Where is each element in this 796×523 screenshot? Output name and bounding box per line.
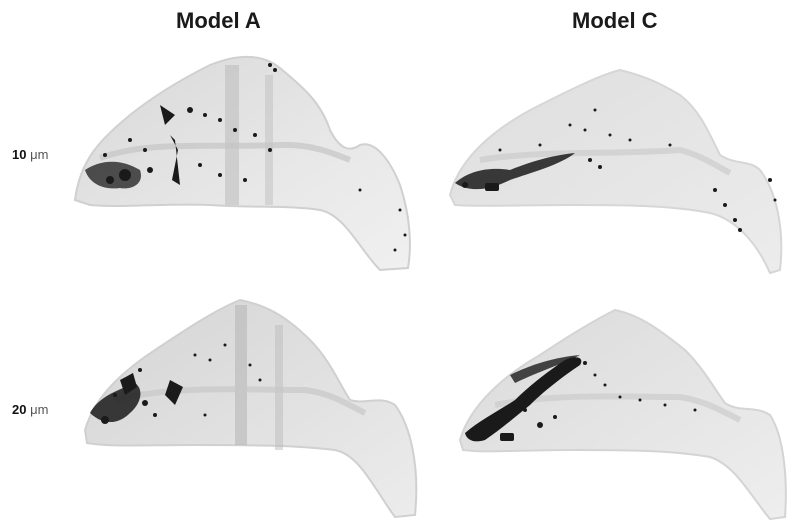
tissue-shape — [458, 308, 787, 520]
tissue-shape — [83, 298, 418, 519]
panel-model-a-20um — [83, 298, 418, 519]
fold-line — [98, 141, 352, 163]
scan-band — [265, 75, 273, 205]
tissue-shape — [448, 68, 783, 275]
deposit-cluster — [90, 343, 262, 424]
row-label-unit: μm — [30, 147, 49, 162]
row-label-value: 20 — [12, 402, 27, 417]
fold-line — [114, 386, 367, 416]
deposit-cluster — [465, 355, 697, 442]
row-label-value: 10 — [12, 147, 27, 162]
fold-line — [479, 146, 732, 176]
panel-model-a-10um — [73, 55, 411, 272]
row-label-20um: 20 μm — [12, 402, 48, 417]
row-label-unit: μm — [30, 402, 49, 417]
column-title-model-a: Model A — [176, 8, 261, 33]
deposit-cluster — [85, 63, 407, 252]
scan-band — [225, 65, 239, 205]
deposit-cluster — [455, 108, 777, 232]
tissue-shape — [73, 55, 411, 272]
scan-band — [235, 305, 247, 445]
column-title-model-c: Model C — [572, 8, 658, 33]
panel-model-c-10um — [448, 68, 783, 275]
row-label-10um: 10 μm — [12, 147, 48, 162]
panel-model-c-20um — [458, 308, 787, 520]
fold-line — [494, 393, 742, 423]
